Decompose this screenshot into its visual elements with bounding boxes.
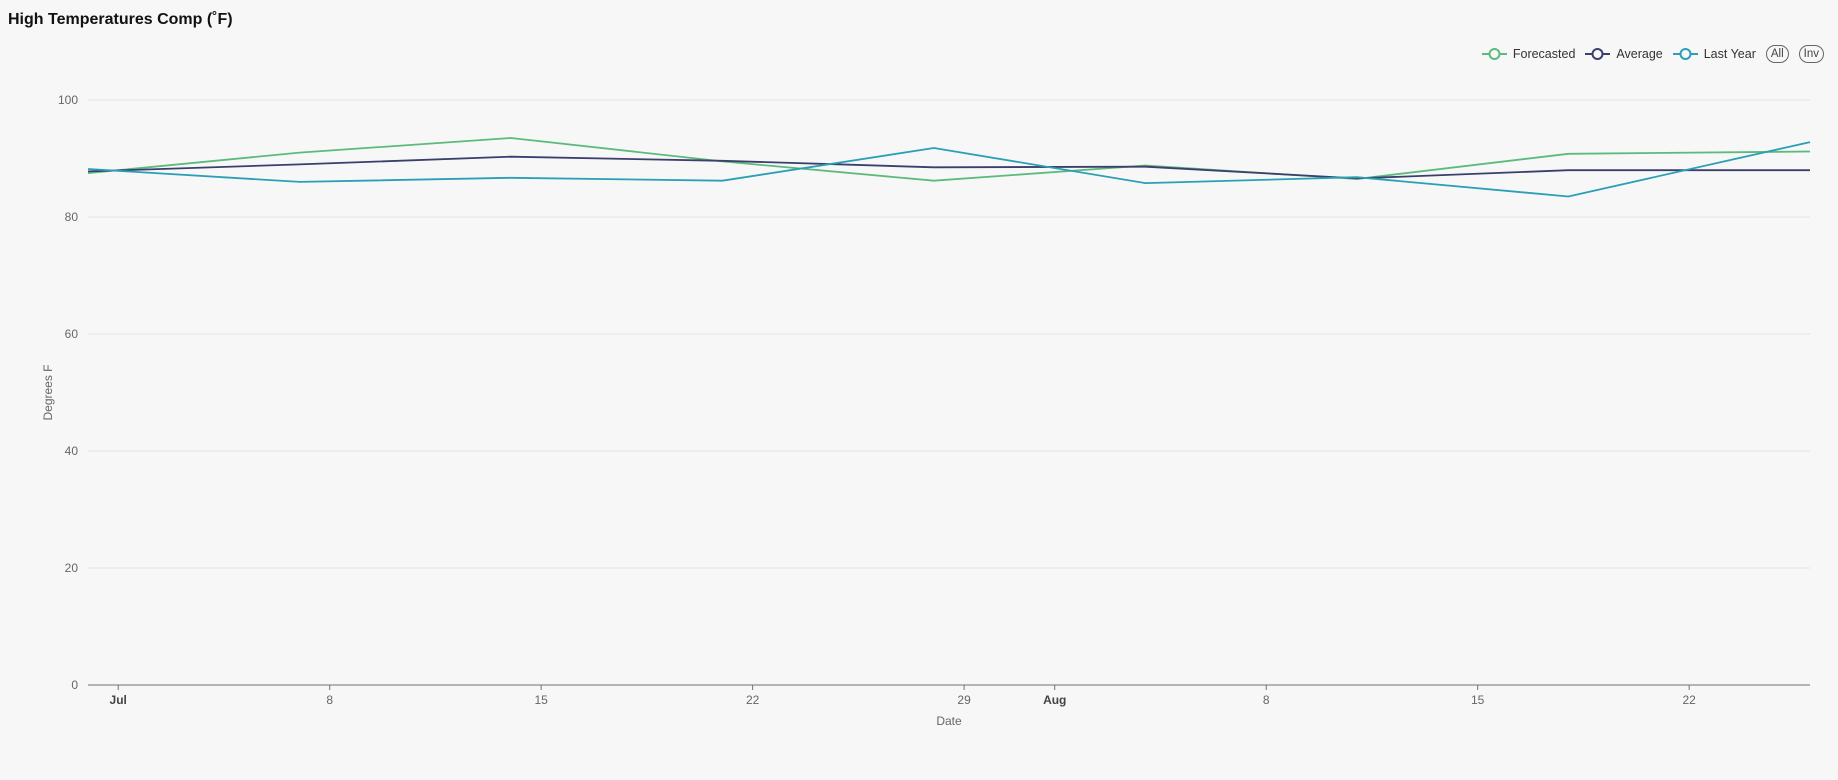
y-tick-label: 100 — [58, 93, 78, 107]
x-tick-label: 15 — [534, 693, 548, 707]
series-line-forecasted — [87, 137, 1811, 182]
legend-select-all-button[interactable]: All — [1765, 45, 1789, 63]
legend-marker-icon — [1585, 48, 1611, 60]
x-tick-label: Aug — [1043, 693, 1066, 707]
chart-title: High Temperatures Comp (˚F) — [8, 11, 233, 28]
x-axis-title: Date — [936, 714, 962, 728]
y-tick-label: 40 — [65, 444, 79, 458]
legend-invert-selection-button[interactable]: Inv — [1798, 45, 1824, 63]
legend-label: Average — [1616, 47, 1663, 61]
y-tick-label: 60 — [65, 327, 79, 341]
legend-item-average[interactable]: Average — [1585, 47, 1663, 61]
x-tick-label: 8 — [1263, 693, 1270, 707]
chart-legend: Forecasted Average Last Year All Inv — [1472, 45, 1824, 63]
x-tick-label: 15 — [1471, 693, 1485, 707]
series-line-last-year — [87, 141, 1811, 198]
legend-marker-icon — [1672, 48, 1698, 60]
x-tick-label: 22 — [746, 693, 760, 707]
y-axis-title: Degrees F — [41, 364, 55, 420]
legend-label: Last Year — [1703, 47, 1756, 61]
legend-marker-icon — [1481, 48, 1507, 60]
x-tick-label: 8 — [326, 693, 333, 707]
y-tick-label: 80 — [65, 210, 79, 224]
y-tick-label: 0 — [71, 678, 78, 692]
series-line-average — [87, 155, 1810, 180]
legend-label: Forecasted — [1512, 47, 1576, 61]
x-tick-label: Jul — [110, 693, 127, 707]
legend-item-last-year[interactable]: Last Year — [1672, 47, 1756, 61]
x-tick-label: 29 — [957, 693, 971, 707]
x-tick-label: 22 — [1682, 693, 1696, 707]
legend-item-forecasted[interactable]: Forecasted — [1481, 47, 1576, 61]
y-tick-label: 20 — [65, 561, 79, 575]
